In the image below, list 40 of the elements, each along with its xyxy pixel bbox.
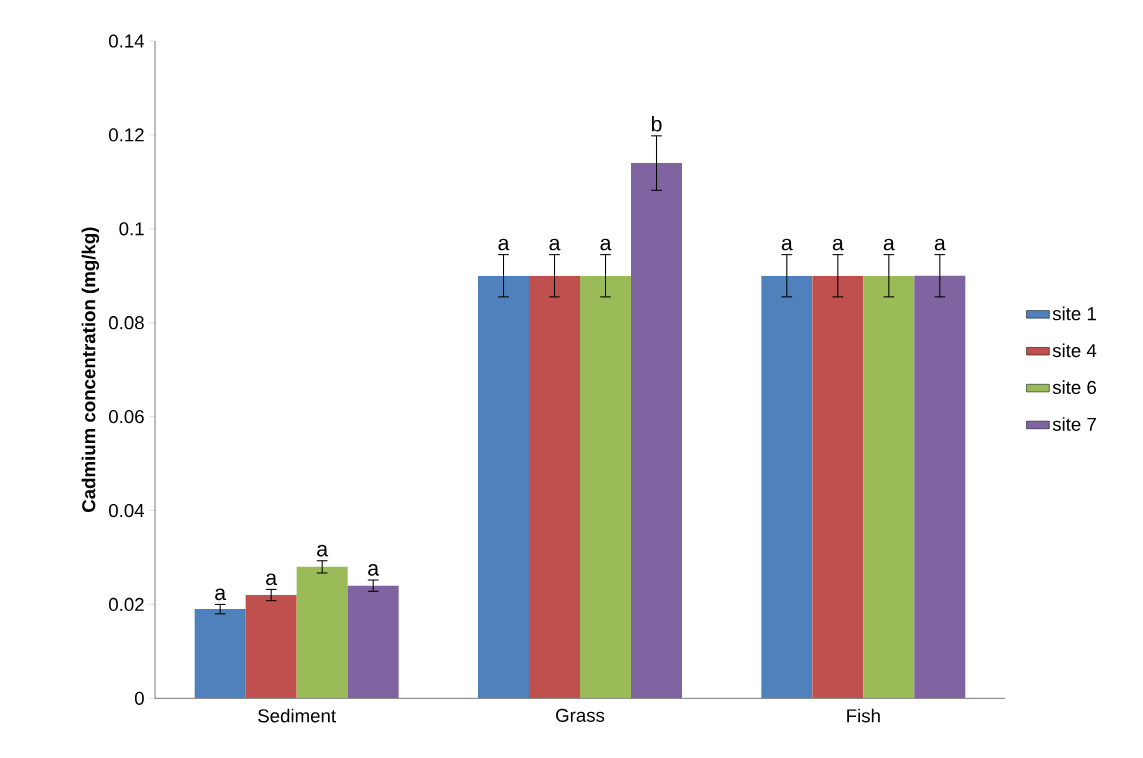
legend-label: site 7 [1052, 417, 1096, 431]
bar [529, 275, 580, 699]
y-axis-title: Cadmium concentration (mg/kg) [81, 227, 100, 512]
data-label: a [549, 238, 561, 251]
legend-label: site 1 [1052, 306, 1096, 321]
y-tick-label: 0.02 [109, 597, 144, 611]
bar [812, 275, 864, 699]
y-tick-label: 0.1 [119, 222, 144, 236]
y-tick-label: 0.08 [109, 315, 144, 330]
data-label: a [832, 238, 844, 251]
bar [914, 275, 966, 699]
y-tick-label: 0.14 [109, 34, 145, 48]
legend-label: site 4 [1052, 343, 1097, 358]
bar [761, 275, 813, 699]
bar [863, 275, 915, 699]
data-label: a [883, 238, 895, 251]
bar [194, 608, 246, 699]
bar [296, 566, 348, 699]
data-label: a [368, 563, 380, 576]
x-tick-label: Sediment [258, 708, 336, 723]
x-tick-label: Fish [847, 708, 880, 723]
y-tick-label: 0 [134, 691, 144, 705]
data-label: a [215, 588, 227, 600]
legend-label: site 6 [1052, 380, 1097, 394]
data-label: a [266, 573, 278, 585]
data-label: a [600, 238, 612, 251]
data-label: a [781, 238, 793, 251]
data-label: b [651, 115, 662, 132]
data-label: a [934, 238, 946, 251]
y-tick-label: 0.12 [109, 128, 144, 142]
bar [347, 585, 399, 699]
data-label: a [498, 238, 510, 251]
y-tick-label: 0.04 [109, 503, 145, 517]
bar [631, 162, 682, 699]
y-tick-label: 0.06 [109, 409, 144, 424]
bar [245, 594, 297, 699]
bar [478, 275, 529, 699]
bar [580, 275, 631, 699]
data-label: a [317, 544, 329, 557]
x-tick-label: Grass [556, 708, 605, 722]
